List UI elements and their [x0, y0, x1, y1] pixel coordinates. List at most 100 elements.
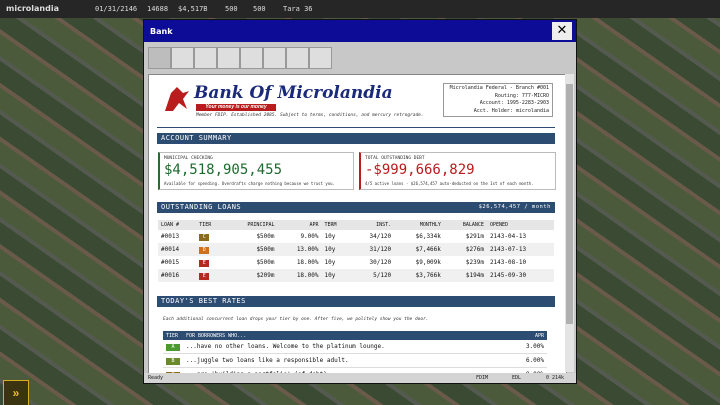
cell: 9.00% [523, 368, 547, 373]
tier-badge: D [199, 246, 210, 254]
cell: C [196, 230, 225, 243]
amount: $4,518,905,455 [164, 162, 283, 178]
cell: E [196, 269, 225, 282]
cell: C [163, 368, 183, 373]
status-cell: EDL [512, 375, 522, 381]
column-header: TIER [199, 222, 212, 228]
debt-panel: TOTAL OUTSTANDING DEBT -$999,666,829 4/5… [359, 152, 556, 190]
population: 14688 [147, 5, 169, 13]
header-row: TIER FOR BORROWERS WHO... APR [163, 331, 547, 340]
label: TOTAL OUTSTANDING DEBT [365, 156, 425, 161]
cell: $500m [256, 233, 275, 240]
note: Each additional concurrent loan drops yo… [163, 317, 429, 322]
cell: #0016 [161, 272, 180, 279]
loan-row: #0013 C $500m 9.00% 10y 34/120 $6,334k $291m 214… [158, 230, 554, 243]
cell: 3.00% [525, 343, 544, 350]
cell: $7,466k [415, 246, 441, 253]
stat: 500 [225, 5, 238, 13]
status: Ready [148, 375, 164, 381]
header-row: LOAN # TIER PRINCIPAL APR TERM INST. MONTHLY BA… [158, 220, 554, 230]
cell: B [163, 354, 183, 368]
scrollbar[interactable] [565, 74, 574, 372]
stat: Tara 36 [283, 5, 313, 13]
toolbar-button[interactable] [217, 47, 240, 69]
cell: 10y [324, 259, 336, 266]
cell: 2143-07-13 [489, 246, 527, 253]
cell: ...have no other loans. Welcome to the p… [186, 343, 385, 350]
title-bar: Bank [144, 20, 576, 42]
cell: 6.00% [525, 357, 544, 364]
account-number: Account: 1995-2283-2903 [479, 100, 549, 106]
branch: Microlandia Federal - Branch #001 [449, 85, 549, 91]
cell: 18.00% [296, 272, 319, 279]
cell: 10y [324, 233, 336, 240]
rate-row: C...are 'building a portfolio' (of debt)… [163, 368, 547, 373]
loan-row: #0016 E $209m 18.00% 10y 5/120 $3,766k $194m 214… [158, 269, 554, 282]
column-header: FOR BORROWERS WHO... [186, 332, 247, 339]
cell: $276m [465, 246, 484, 253]
status-bar: Ready FDIM EDL 0 214k [144, 373, 576, 383]
tier-badge: A [166, 343, 180, 351]
rates-table: TIER FOR BORROWERS WHO... APR A ...have no o… [163, 331, 547, 373]
cell: 10y [324, 246, 336, 253]
section-header: ACCOUNT SUMMARY [157, 133, 555, 144]
column-header: OPENED [489, 222, 508, 228]
speed-button[interactable]: » [3, 380, 29, 405]
cell: $500m [256, 259, 275, 266]
tier-badge: B [166, 357, 180, 365]
section-header: TODAY'S BEST RATES [157, 296, 555, 307]
slogan: Your money is our money [196, 104, 276, 111]
toolbar-button[interactable] [148, 47, 171, 69]
toolbar-button[interactable] [286, 47, 309, 69]
rate-row: B ...juggle two loans like a responsible … [163, 354, 547, 368]
column-header: TERM [324, 222, 337, 228]
cell: D [196, 243, 225, 256]
cell: 5/120 [373, 272, 392, 279]
toolbar-button[interactable] [171, 47, 194, 69]
account-box: Microlandia Federal - Branch #001 Routin… [443, 83, 553, 117]
cell: E [196, 256, 225, 269]
tier-badge: C [199, 233, 210, 241]
column-header: APR [534, 332, 544, 339]
fine-print: Member FDIP. Established 2085. Subject t… [196, 113, 424, 118]
toolbar-button[interactable] [194, 47, 217, 69]
cell: ...juggle two loans like a responsible a… [186, 357, 349, 364]
routing: Routing: 777-MICRO [494, 92, 549, 99]
date: 01/31/2146 [95, 5, 138, 13]
loan-row: #0014 D $500m 13.00% 10y 31/120 $7,466k $276m 21… [158, 243, 554, 256]
amount: -$999,666,829 [365, 162, 475, 178]
cell: 31/120 [369, 246, 392, 253]
status-cell: FDIM [476, 375, 489, 381]
cell: $3,766k [415, 272, 441, 279]
heading: OUTSTANDING LOANS [161, 203, 242, 211]
close-button[interactable]: ✕ [552, 22, 572, 40]
account-holder: Acct. Holder: microlandia [473, 107, 549, 114]
status-cell: 0 214k [546, 375, 565, 381]
toolbar-button[interactable] [263, 47, 286, 69]
cell: $194m [465, 272, 484, 279]
column-header: BALANCE [462, 222, 484, 228]
city-name: microlandia [6, 4, 59, 13]
heading: TODAY'S BEST RATES [161, 297, 246, 305]
cell: 10y [324, 272, 336, 279]
cell: $209m [256, 272, 275, 279]
bank-window: Bank ✕ Bank Of Microlandia Your money is… [144, 20, 576, 383]
note: 4/5 active loans · $26,574,457 auto-dedu… [365, 181, 534, 186]
toolbar-button[interactable] [240, 47, 263, 69]
note: Available for spending. Overdrafts charg… [164, 181, 335, 186]
cell: 2143-08-10 [489, 259, 527, 266]
bank-logo [165, 87, 189, 111]
column-header: LOAN # [161, 222, 180, 228]
column-header: TIER [166, 332, 179, 339]
cell: $239m [465, 259, 484, 266]
loan-row: #0015 E $500m 18.00% 10y 30/120 $9,009k $239m 21… [158, 256, 554, 269]
cell: 13.00% [296, 246, 319, 253]
label: MUNICIPAL CHECKING [164, 156, 213, 161]
rate-row: A ...have no other loans. Welcome to the … [163, 340, 547, 354]
window-title: Bank [150, 27, 173, 36]
cell: 34/120 [369, 233, 392, 240]
cell: 9.00% [300, 233, 319, 240]
toolbar-button[interactable] [309, 47, 332, 69]
cell: A [163, 340, 183, 354]
